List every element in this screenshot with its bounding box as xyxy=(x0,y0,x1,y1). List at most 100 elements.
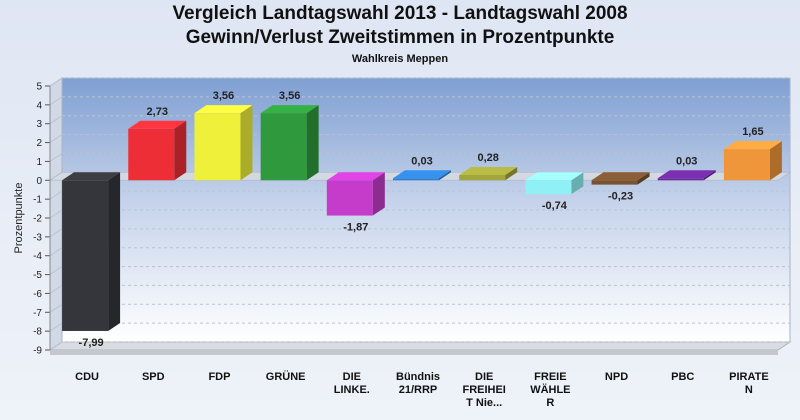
bar-front xyxy=(525,180,572,195)
grid-line-side xyxy=(49,153,63,162)
grid-line-side xyxy=(49,266,63,275)
bar-top xyxy=(62,172,121,181)
bar xyxy=(459,167,518,181)
bar-side xyxy=(439,170,451,181)
bar-top xyxy=(393,170,451,179)
grid-line-side xyxy=(49,209,63,219)
x-tick-label: GRÜNE xyxy=(266,370,306,383)
x-tick-label: CDU xyxy=(75,371,99,383)
bar-top xyxy=(525,172,584,181)
grid-line-side xyxy=(49,341,63,351)
data-label: -1,87 xyxy=(343,222,368,234)
data-label: 1,65 xyxy=(742,126,763,138)
x-tick-label: SPD xyxy=(142,371,165,383)
plot-floor-edge xyxy=(50,350,778,355)
bar xyxy=(591,172,650,185)
bar-front xyxy=(657,178,704,181)
y-tick-label: -6 xyxy=(33,289,42,300)
grid-line-side xyxy=(49,228,63,238)
data-label: 0,03 xyxy=(676,155,697,167)
bar xyxy=(194,105,253,181)
bar-top xyxy=(723,141,782,150)
bar-side xyxy=(703,170,716,181)
bar-front xyxy=(723,149,770,181)
y-tick-label: -3 xyxy=(33,232,42,243)
grid-line-side xyxy=(49,285,63,294)
x-tick-label: DIE FREIHEI T Nie... xyxy=(462,371,505,409)
data-label: -0,74 xyxy=(542,200,568,212)
bar-top xyxy=(591,172,650,181)
bar-top xyxy=(657,170,716,179)
y-tick-label: -4 xyxy=(33,251,42,262)
bar xyxy=(326,172,385,216)
x-tick-label: NPD xyxy=(605,371,628,383)
bar-front xyxy=(62,180,109,331)
y-tick-label: -1 xyxy=(33,195,42,206)
plot-floor xyxy=(48,341,792,351)
bar-top xyxy=(194,105,253,114)
data-label: -0,23 xyxy=(608,191,633,203)
bar-side xyxy=(372,172,385,216)
y-tick-label: -8 xyxy=(33,327,42,338)
x-tick-label: DIE LINKE. xyxy=(334,371,370,396)
bar-side xyxy=(240,105,253,181)
bar-top xyxy=(326,172,385,181)
bar xyxy=(723,141,782,181)
data-label: 3,56 xyxy=(279,90,300,102)
bar-front xyxy=(128,128,175,181)
y-tick-label: 1 xyxy=(36,157,42,168)
x-tick-label: FDP xyxy=(208,371,230,383)
chart-subtitle-district: Wahlkreis Meppen xyxy=(351,53,449,65)
bar-top xyxy=(260,105,319,114)
y-tick-label: 0 xyxy=(36,176,42,187)
bar-front xyxy=(260,113,307,181)
x-tick-label: FREIE WÄHLE R xyxy=(530,371,570,409)
bar xyxy=(260,105,319,181)
grid-line-side xyxy=(49,77,63,87)
chart-subtitle: Gewinn/Verlust Zweitstimmen in Prozentpu… xyxy=(185,27,615,48)
y-tick-label: 4 xyxy=(36,100,42,111)
y-axis-label: Prozentpunkte xyxy=(13,183,25,254)
y-tick-label: -7 xyxy=(33,308,42,319)
bar-side xyxy=(637,172,650,185)
bar-top xyxy=(128,120,187,129)
data-label: 0,03 xyxy=(411,155,432,167)
bar-front xyxy=(459,175,506,181)
y-tick-label: 5 xyxy=(36,82,42,93)
grid-line-side xyxy=(49,115,63,125)
grid-line-side xyxy=(49,303,63,313)
bar-side xyxy=(571,172,584,195)
bar-side xyxy=(108,172,121,331)
grid-line-side xyxy=(49,247,63,257)
bar-side xyxy=(174,120,187,181)
bar xyxy=(62,172,121,331)
grid-line-side xyxy=(49,134,63,143)
grid-line-side xyxy=(49,190,63,200)
bar xyxy=(657,170,716,181)
bar-side xyxy=(306,105,319,181)
y-tick-label: 2 xyxy=(36,138,42,149)
bar-side xyxy=(769,141,782,181)
data-label: -7,99 xyxy=(79,337,104,349)
data-label: 3,56 xyxy=(213,90,234,102)
chart-title: Vergleich Landtagswahl 2013 - Landtagswa… xyxy=(172,3,628,24)
bar xyxy=(525,172,584,195)
bar xyxy=(393,170,451,181)
x-tick-label: Bündnis 21/RRP xyxy=(396,371,440,396)
y-tick-label: 3 xyxy=(36,119,42,130)
bar xyxy=(128,120,187,181)
data-label: 2,73 xyxy=(147,106,168,118)
bar-side xyxy=(505,167,518,181)
bar-front xyxy=(591,180,638,185)
grid-line-side xyxy=(49,96,63,106)
x-tick-label: PBC xyxy=(671,371,694,383)
bar-front xyxy=(326,180,373,216)
bar-top xyxy=(459,167,518,176)
bar-front xyxy=(194,113,241,181)
grid-line-side xyxy=(49,322,63,332)
y-tick-label: -2 xyxy=(33,214,42,225)
data-label: 0,28 xyxy=(477,152,498,164)
y-tick-label: -9 xyxy=(33,346,42,357)
x-tick-label: PIRATE N xyxy=(729,371,769,396)
